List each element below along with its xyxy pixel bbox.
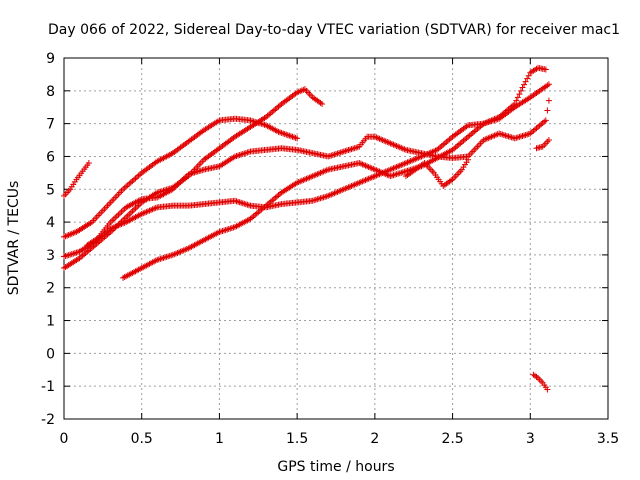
y-tick-label: 3 (46, 248, 55, 264)
data-points (61, 64, 552, 393)
axis-ticks: 0 0.5 1 1.5 2 2.5 3 3.5 -2 -1 0 1 2 3 4 5 6 7 8 9 (41, 51, 619, 447)
y-tick-label: 5 (46, 182, 55, 198)
data-point (513, 97, 520, 104)
series-arc-9 (530, 371, 551, 393)
x-tick-label: 0 (60, 431, 69, 447)
data-point (85, 160, 92, 167)
data-point (319, 100, 326, 107)
series-arc-6 (120, 64, 549, 281)
y-tick-label: 8 (46, 84, 55, 100)
y-tick-label: 2 (46, 281, 55, 297)
y-tick-label: 6 (46, 149, 55, 165)
x-tick-label: 3 (526, 431, 535, 447)
x-tick-label: 1.5 (286, 431, 308, 447)
x-tick-label: 3.5 (597, 431, 619, 447)
chart-title: Day 066 of 2022, Sidereal Day-to-day VTE… (48, 22, 620, 38)
series-arc-2 (61, 115, 301, 240)
x-tick-label: 0.5 (131, 431, 153, 447)
y-tick-label: 4 (46, 215, 55, 231)
data-point (544, 107, 551, 114)
data-point (545, 81, 552, 88)
data-point (544, 386, 551, 393)
data-point (514, 94, 521, 101)
y-axis-title: SDTVAR / TECUs (6, 181, 22, 296)
data-point (517, 87, 524, 94)
y-tick-label: 0 (46, 346, 55, 362)
x-tick-label: 1 (215, 431, 224, 447)
data-point (545, 97, 552, 104)
data-point (545, 137, 552, 144)
series-arc-1 (61, 160, 92, 199)
data-point (465, 156, 472, 163)
data-point (511, 100, 518, 107)
x-tick-label: 2.5 (441, 431, 463, 447)
y-tick-label: 9 (46, 51, 55, 67)
series-arc-4 (61, 97, 552, 260)
y-tick-label: -2 (41, 412, 55, 428)
data-point (516, 91, 523, 98)
series-arc-7 (402, 156, 472, 189)
x-axis-title: GPS time / hours (277, 459, 394, 475)
data-point (542, 117, 549, 124)
y-tick-label: -1 (41, 379, 55, 395)
y-tick-label: 7 (46, 117, 55, 133)
data-point (294, 135, 301, 142)
series-arc-5 (84, 81, 552, 249)
y-tick-label: 1 (46, 314, 55, 330)
data-point (542, 66, 549, 73)
grid-lines (64, 58, 608, 419)
x-tick-label: 2 (370, 431, 379, 447)
series-arc-8 (533, 137, 552, 152)
